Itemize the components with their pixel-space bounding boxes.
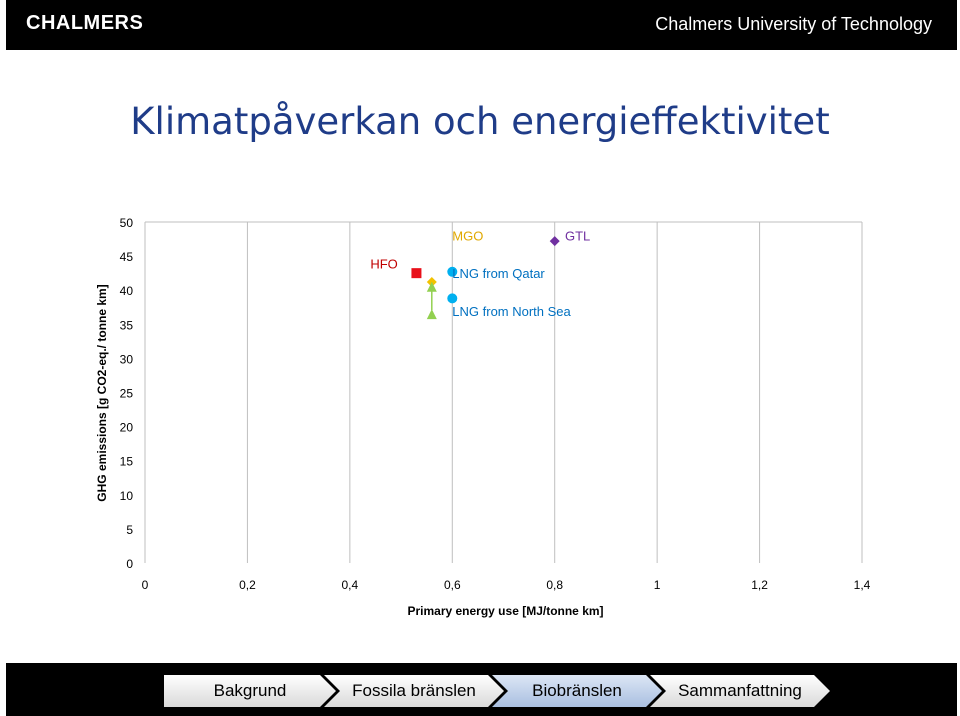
y-tick-label: 20 <box>120 421 134 435</box>
nav-label: Sammanfattning <box>678 681 802 700</box>
nav-label: Bakgrund <box>213 681 287 700</box>
nav-fossila-branslen[interactable]: Fossila bränslen <box>324 675 504 707</box>
lng-from-qatar-point <box>447 266 458 277</box>
y-tick-label: 35 <box>120 318 134 332</box>
x-tick-label: 0,6 <box>444 578 461 592</box>
point-label: GTL <box>565 228 590 243</box>
point-label: LNG from Qatar <box>452 266 545 281</box>
x-tick-label: 1 <box>654 578 661 592</box>
unlabeled-point <box>426 309 437 320</box>
slide-title: Klimatpåverkan och energieffektivitet <box>130 100 830 143</box>
scatter-chart: 0 5 10 15 20 25 30 35 40 45 50 0 0,2 0,4 0,6 0,8 1 1,2 1,4… <box>95 216 871 618</box>
gtl-point <box>549 236 560 247</box>
nav-bakgrund[interactable]: Bakgrund <box>164 675 336 707</box>
footer-nav: Bakgrund Fossila bränslen Biobränslen Sa… <box>6 663 957 716</box>
x-tick-label: 0,8 <box>546 578 563 592</box>
x-tick-label: 0,2 <box>239 578 256 592</box>
x-tick-label: 0,4 <box>342 578 359 592</box>
unlabeled-point <box>426 281 437 292</box>
point-label: LNG from North Sea <box>452 304 571 319</box>
nav-sammanfattning[interactable]: Sammanfattning <box>650 675 830 707</box>
y-tick-label: 15 <box>120 455 134 469</box>
y-tick-label: 40 <box>120 284 134 298</box>
x-tick-label: 0 <box>142 578 149 592</box>
organization-name: Chalmers University of Technology <box>655 14 932 34</box>
x-axis-title: Primary energy use [MJ/tonne km] <box>407 604 603 618</box>
brand-logo: CHALMERS <box>26 12 144 34</box>
nav-label: Biobränslen <box>532 681 622 700</box>
nav-label: Fossila bränslen <box>352 681 476 700</box>
y-tick-label: 25 <box>120 387 134 401</box>
y-axis-title: GHG emissions [g CO2-eq./ tonne km] <box>95 284 109 501</box>
point-label: MGO <box>452 228 483 243</box>
nav-biobranslen[interactable]: Biobränslen <box>492 675 662 707</box>
y-tick-label: 0 <box>126 557 133 571</box>
y-tick-label: 45 <box>120 250 134 264</box>
hfo-point <box>411 268 422 279</box>
y-tick-label: 30 <box>120 352 134 366</box>
lng-from-north-sea-point <box>447 293 458 304</box>
x-tick-label: 1,2 <box>751 578 768 592</box>
x-tick-label: 1,4 <box>854 578 871 592</box>
y-tick-label: 5 <box>126 523 133 537</box>
header-bar: CHALMERS Chalmers University of Technolo… <box>6 0 957 50</box>
y-tick-label: 50 <box>120 216 134 230</box>
y-tick-label: 10 <box>120 489 134 503</box>
point-label: HFO <box>370 256 397 271</box>
